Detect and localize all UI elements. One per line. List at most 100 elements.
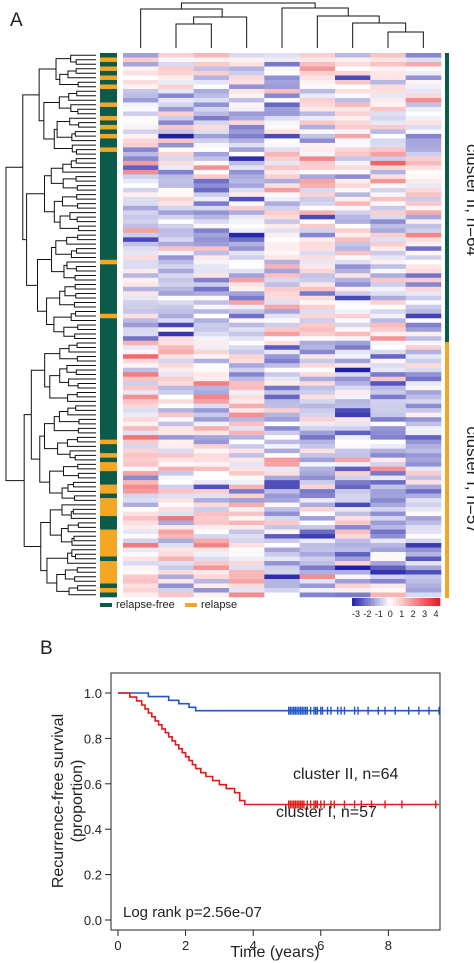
sidebar-cell [100, 462, 117, 467]
heatmap-cell [158, 381, 194, 386]
heatmap-cell [405, 318, 442, 324]
heatmap-cell [229, 160, 265, 166]
heatmap-cell [299, 390, 336, 395]
heatmap-cell [158, 426, 194, 431]
heatmap-cell [370, 151, 406, 157]
heatmap-cell [335, 448, 371, 454]
heatmap-cell [158, 372, 194, 378]
heatmap-cell [158, 412, 194, 418]
cluster-i-label: cluster I, n=57 [463, 426, 474, 533]
sidebar-cell [100, 264, 117, 270]
sidebar-cell [100, 97, 117, 103]
heatmap-cell [229, 174, 265, 180]
heatmap-cell [264, 61, 300, 67]
heatmap-cell [158, 282, 194, 288]
heatmap-cell [370, 286, 406, 292]
heatmap-cell [193, 345, 230, 351]
heatmap-cell [193, 435, 230, 440]
heatmap-cell [299, 120, 336, 126]
heatmap-cell [264, 480, 300, 485]
heatmap-cell [299, 259, 336, 265]
heatmap-cell [229, 561, 265, 566]
heatmap-cell [370, 75, 406, 81]
color-key-swatch [364, 598, 369, 606]
heatmap-cell [335, 79, 371, 85]
heatmap-cell [370, 435, 406, 440]
heatmap-cell [158, 349, 194, 355]
sidebar-cell [100, 376, 117, 382]
heatmap-cell [158, 142, 194, 148]
sidebar-cell [100, 471, 117, 476]
heatmap-cell [370, 592, 406, 598]
heatmap-cell [264, 453, 300, 458]
heatmap-cell [229, 246, 265, 252]
sidebar-cell [100, 430, 117, 436]
heatmap-cell [264, 124, 300, 130]
heatmap-cell [123, 399, 159, 404]
heatmap-cell [123, 237, 159, 243]
heatmap-cell [335, 291, 371, 297]
heatmap-cell [123, 192, 159, 198]
heatmap-cell [123, 367, 159, 373]
heatmap-cell [158, 336, 194, 342]
heatmap-cell [123, 228, 159, 234]
heatmap-cell [370, 565, 406, 571]
heatmap-cell [370, 187, 406, 193]
sidebar-cell [100, 115, 117, 121]
heatmap-cell [123, 489, 159, 494]
color-key-swatch [389, 598, 394, 606]
heatmap-cell [123, 511, 159, 517]
sidebar-cell [100, 489, 117, 494]
heatmap-cell [123, 93, 159, 99]
heatmap-cell [370, 318, 406, 324]
y-tick-label: 0.0 [84, 913, 102, 928]
cluster-ii-bar [445, 53, 449, 342]
sidebar-cell [100, 561, 117, 566]
heatmap-cell [335, 547, 371, 553]
heatmap-cell [229, 322, 265, 328]
heatmap-cell [264, 565, 300, 571]
heatmap-cell [335, 466, 371, 472]
heatmap-cell [123, 66, 159, 72]
heatmap-cell [229, 327, 265, 333]
heatmap-cell [229, 444, 265, 449]
heatmap-cell [123, 255, 159, 261]
heatmap-cell [335, 412, 371, 418]
heatmap-cell [405, 421, 442, 427]
heatmap-cell [264, 66, 300, 72]
heatmap-cell [335, 264, 371, 270]
heatmap-cell [299, 295, 336, 301]
heatmap-cell [299, 457, 336, 463]
heatmap-cell [405, 579, 442, 584]
heatmap-cell [229, 493, 265, 499]
heatmap-cell [158, 156, 194, 162]
sidebar-cell [100, 363, 117, 369]
heatmap-cell [193, 403, 230, 409]
heatmap-cell [193, 552, 230, 557]
heatmap-cell [405, 462, 442, 467]
heatmap-cell [370, 327, 406, 333]
heatmap-cell [229, 210, 265, 216]
heatmap-cell [123, 516, 159, 521]
heatmap-cell [335, 129, 371, 135]
heatmap-cell [193, 165, 230, 171]
heatmap-cell [158, 493, 194, 499]
heatmap-cell [193, 516, 230, 521]
heatmap-cell [193, 84, 230, 90]
sidebar-cell [100, 579, 117, 584]
heatmap-cell [264, 138, 300, 144]
heatmap-cell [123, 156, 159, 162]
heatmap-cell [264, 169, 300, 175]
heatmap-cell [229, 250, 265, 256]
heatmap-cell [158, 219, 194, 225]
heatmap-cell [299, 349, 336, 355]
heatmap-cell [370, 277, 406, 283]
heatmap-cell [193, 264, 230, 270]
heatmap-cell [299, 529, 336, 535]
heatmap-cell [158, 205, 194, 211]
heatmap-cell [158, 129, 194, 135]
heatmap-cell [299, 417, 336, 422]
heatmap-cell [123, 151, 159, 157]
heatmap-cell [264, 129, 300, 135]
heatmap-cell [123, 147, 159, 153]
